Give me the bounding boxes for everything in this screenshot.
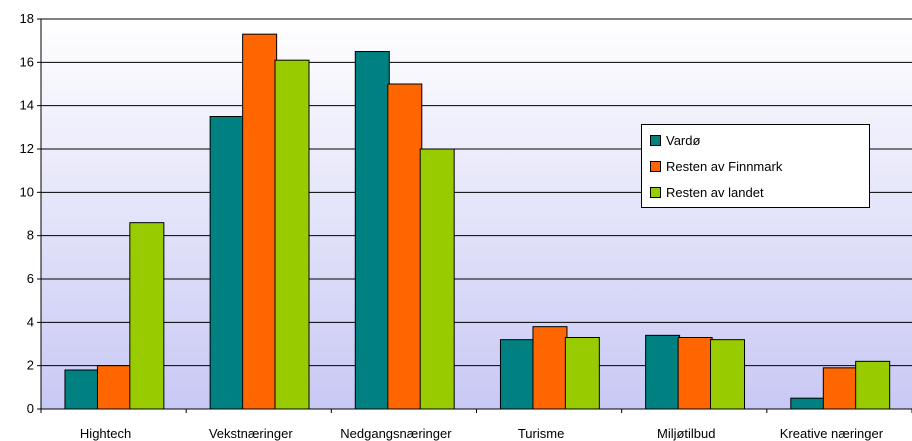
y-tick-label: 8 <box>27 228 34 243</box>
bar <box>387 83 423 410</box>
bar <box>242 33 278 410</box>
bar <box>419 148 455 410</box>
legend-label: Resten av landet <box>666 184 764 200</box>
bar <box>677 337 713 410</box>
y-tick-label: 4 <box>27 314 34 329</box>
x-tick-label: Kreative næringer <box>780 426 884 441</box>
legend-label: Vardø <box>666 132 701 148</box>
bar <box>855 360 891 410</box>
bars <box>64 33 891 410</box>
bar <box>645 334 681 410</box>
legend-swatch <box>650 186 661 198</box>
x-tick-label: Turisme <box>518 426 564 441</box>
legend-item: Resten av Finnmark <box>650 157 782 175</box>
x-tick-labels: Hightech Vekstnæringer Nedgangsnæringer Tur… <box>80 426 884 441</box>
y-tick-label: 14 <box>20 98 34 113</box>
axes <box>40 19 912 413</box>
y-tick-label: 12 <box>20 141 34 156</box>
y-tick-label: 2 <box>27 358 34 373</box>
bar <box>499 339 535 410</box>
x-tick-label: Nedgangsnæringer <box>340 426 452 441</box>
bar <box>274 59 310 410</box>
bar <box>129 222 165 410</box>
y-tick-label: 18 <box>20 11 34 26</box>
bar <box>96 365 132 410</box>
legend-item: Resten av landet <box>650 183 764 201</box>
legend-item: Vardø <box>650 131 700 149</box>
bar <box>790 397 826 410</box>
plot-area <box>41 19 912 409</box>
bar <box>532 326 568 410</box>
y-tick-label: 0 <box>27 401 34 416</box>
y-tick-label: 16 <box>20 54 34 69</box>
legend-label: Resten av Finnmark <box>666 158 783 174</box>
y-tick-label: 10 <box>20 184 34 199</box>
bar <box>64 369 100 410</box>
y-tick-label: 6 <box>27 271 34 286</box>
x-tick-label: Vekstnæringer <box>209 426 293 441</box>
bar <box>354 51 390 410</box>
x-tick-label: Miljøtilbud <box>657 426 716 441</box>
bar <box>209 116 245 410</box>
bar <box>822 367 858 410</box>
bar <box>564 337 600 410</box>
legend-swatch <box>650 160 661 172</box>
x-tick-label: Hightech <box>80 426 131 441</box>
y-tick-labels: 0 2 4 6 8 10 12 14 16 18 <box>20 11 34 416</box>
legend-swatch <box>650 134 661 146</box>
bar <box>710 339 746 410</box>
legend: Vardø Resten av Finnmark Resten av lande… <box>641 124 870 208</box>
